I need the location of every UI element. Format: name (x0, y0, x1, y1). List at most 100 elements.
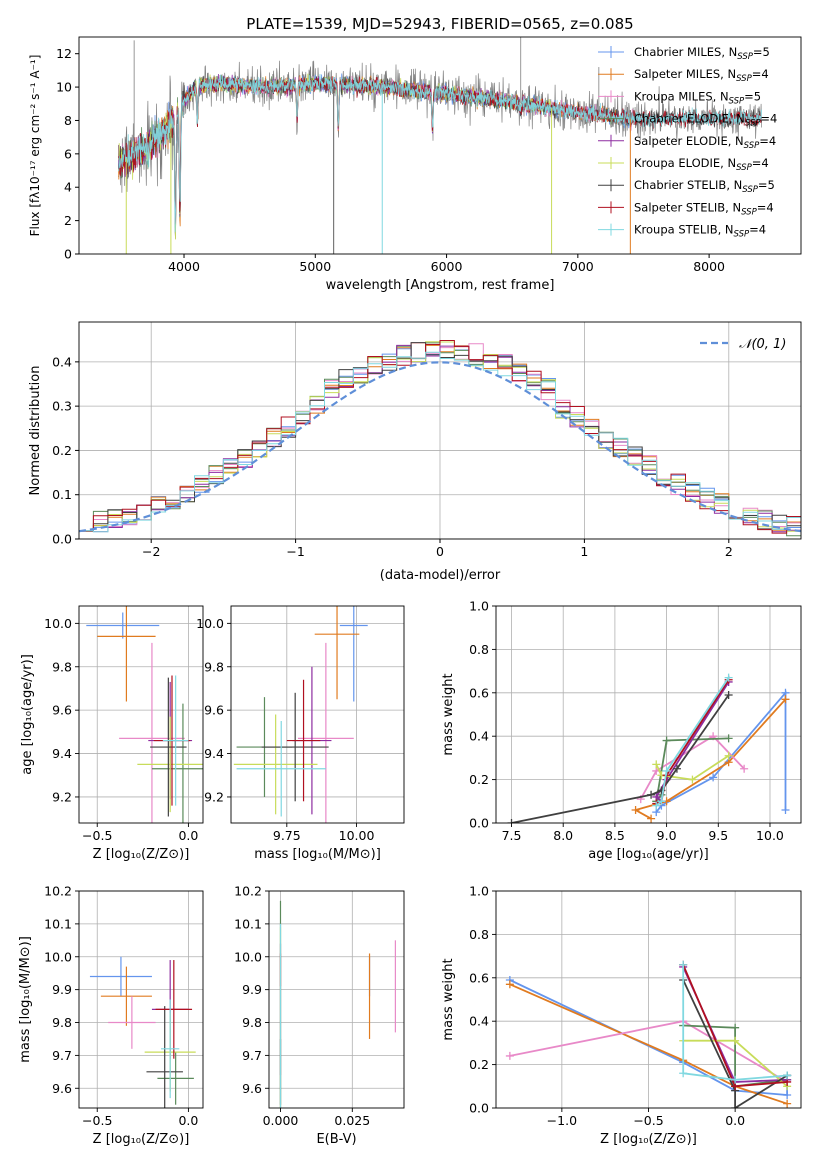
legend-label: Salpeter STELIB, N (634, 200, 741, 214)
axes-age_vs_mass: 9.75 10.00 9.2 9.4 9.6 9.8 10.0 mass [log₁₀(M/M… (196, 605, 405, 862)
tick-label-x: 0.0 (725, 1113, 745, 1128)
chart-title: PLATE=1539, MJD=52943, FIBERID=0565, z=0… (246, 15, 633, 33)
weight-marker-chab_stelib (672, 764, 681, 773)
weight-marker-chab_elodie (724, 734, 733, 743)
tick-label-y: 9.8 (52, 1015, 72, 1030)
axes-spectrum: 4000 5000 6000 7000 8000 0 2 4 6 8 10 12 PLATE=1539,… (28, 15, 802, 293)
weight-marker-salp_miles (505, 980, 514, 989)
axes-frame (78, 605, 204, 824)
legend-sub: SSP (729, 96, 745, 106)
tick-label-x: 2 (725, 544, 733, 559)
axes-frame (268, 890, 405, 1109)
weight-marker-krou_stelib (731, 1075, 740, 1084)
weight-marker-krou_stelib (652, 801, 661, 810)
tick-label-y: 0.4 (469, 729, 489, 744)
series-model-krou_elodie (118, 73, 552, 240)
tick-label-y: 4 (64, 180, 72, 195)
weight-line-krou_elodie (655, 754, 730, 781)
axes-frame (495, 605, 802, 824)
legend-sub: SSP (736, 163, 752, 173)
tick-label-x: 10.00 (339, 828, 375, 843)
weight-marker-krou_stelib (783, 1071, 792, 1080)
tick-label-x: 6000 (431, 259, 463, 274)
legend-label: Kroupa STELIB, N (634, 223, 734, 237)
weight-marker-krou_stelib (679, 1069, 688, 1078)
tick-label-y: 0.4 (52, 354, 72, 369)
axes-frame (78, 36, 802, 255)
legend-entry: Chabrier MILES, NSSP=5 (634, 45, 770, 62)
axes-mass_vs_z: −0.5 0.0 9.6 9.7 9.8 9.9 10.0 10.1 10.2 Z [log₁₀(… (18, 884, 204, 1147)
weight-marker-chab_stelib (724, 690, 733, 699)
tick-label-y: 0.2 (469, 1057, 489, 1072)
tick-label-y: 0.0 (469, 816, 489, 831)
weight-marker-chab_elodie (731, 1023, 740, 1032)
tick-label-x: 0 (436, 544, 444, 559)
axes-mass_vs_ebv: 0.000 0.025 9.6 9.7 9.8 9.9 10.0 10.1 10.2 E(B-V) (234, 884, 405, 1147)
legend-entry: 𝒩(0, 1) (739, 337, 786, 352)
tick-label-y: 1.0 (469, 884, 489, 899)
legend-sub: SSP (744, 141, 760, 151)
tick-label-y: 10.0 (44, 949, 72, 964)
weight-marker-krou_miles (740, 764, 749, 773)
weight-marker-chab_miles (781, 805, 790, 814)
tick-label-x: 0.0 (178, 828, 198, 843)
tick-label-x: 8.0 (553, 828, 573, 843)
weight-marker-krou_elodie (724, 751, 733, 760)
legend-sub: SSP (745, 119, 761, 129)
legend-label: Kroupa ELODIE, N (634, 156, 736, 170)
tick-label-x: 0.000 (263, 1113, 299, 1128)
weight-marker-chab_stelib (507, 819, 516, 823)
tick-label-x: 8.5 (605, 828, 625, 843)
tick-label-x: 0.0 (178, 1113, 198, 1128)
weight-line-krou_stelib (655, 677, 730, 807)
tick-label-y: 0.8 (469, 642, 489, 657)
weight-marker-krou_stelib (724, 673, 733, 682)
legend-entry: Kroupa STELIB, NSSP=4 (634, 223, 766, 240)
tick-label-y: 9.8 (204, 659, 224, 674)
tick-label-y: 9.8 (242, 1015, 262, 1030)
y-axis-label: Normed distribution (28, 366, 43, 496)
weight-marker-krou_stelib (657, 797, 666, 806)
tick-label-y: 0.0 (52, 532, 72, 547)
axes-weight_vs_z: −1.0 −0.5 0.0 0.0 0.2 0.4 0.6 0.8 1.0 Z [log₁₀(Z/… (441, 884, 802, 1147)
tick-label-x: −2 (142, 544, 160, 559)
weight-marker-salp_miles (647, 814, 656, 823)
tick-label-x: 4000 (168, 259, 200, 274)
tick-label-y: 0.1 (52, 487, 72, 502)
tick-label-y: 10.0 (196, 616, 224, 631)
weight-line-salp_miles (509, 983, 788, 1105)
y-axis-label: age [log₁₀(age/yr)] (20, 654, 35, 775)
legend-label: Kroupa MILES, N (634, 89, 729, 103)
tick-label-x: −1.0 (547, 1113, 577, 1128)
axes-frame (230, 605, 405, 824)
plot-area-weight_vs_age (507, 673, 790, 823)
tick-label-y: 9.6 (204, 703, 224, 718)
y-axis-label: mass weight (441, 958, 456, 1040)
tick-label-y: 10 (56, 80, 72, 95)
weight-marker-chab_miles (783, 1090, 792, 1099)
legend-sub: SSP (737, 52, 753, 62)
weight-marker-krou_stelib (679, 960, 688, 969)
legend-suffix: =5 (744, 89, 761, 103)
weight-marker-krou_elodie (688, 775, 697, 784)
weight-marker-chab_stelib (647, 790, 656, 799)
tick-label-y: 1.0 (469, 599, 489, 614)
tick-label-y: 0.3 (52, 399, 72, 414)
weight-marker-krou_elodie (731, 1036, 740, 1045)
tick-label-x: 7000 (562, 259, 594, 274)
weight-marker-salp_miles (781, 695, 790, 704)
y-axis-label: Flux [fλ10⁻¹⁷ erg cm⁻² s⁻¹ A⁻¹] (28, 55, 42, 237)
weight-marker-salp_miles (631, 805, 640, 814)
plot-area-age_vs_z (86, 606, 203, 823)
tick-label-y: 10.0 (234, 949, 262, 964)
tick-label-y: 9.6 (242, 1081, 262, 1096)
tick-label-y: 10.1 (234, 916, 262, 931)
tick-label-x: 9.75 (273, 828, 301, 843)
series-model-krou_stelib (118, 73, 762, 233)
x-axis-label: wavelength [Angstrom, rest frame] (326, 278, 555, 293)
tick-label-y: 9.7 (52, 1048, 72, 1063)
tick-label-y: 10.0 (44, 616, 72, 631)
legend-suffix: =4 (757, 200, 774, 214)
legend-sub: SSP (741, 207, 757, 217)
plot-area-mass_vs_z (89, 956, 196, 1108)
